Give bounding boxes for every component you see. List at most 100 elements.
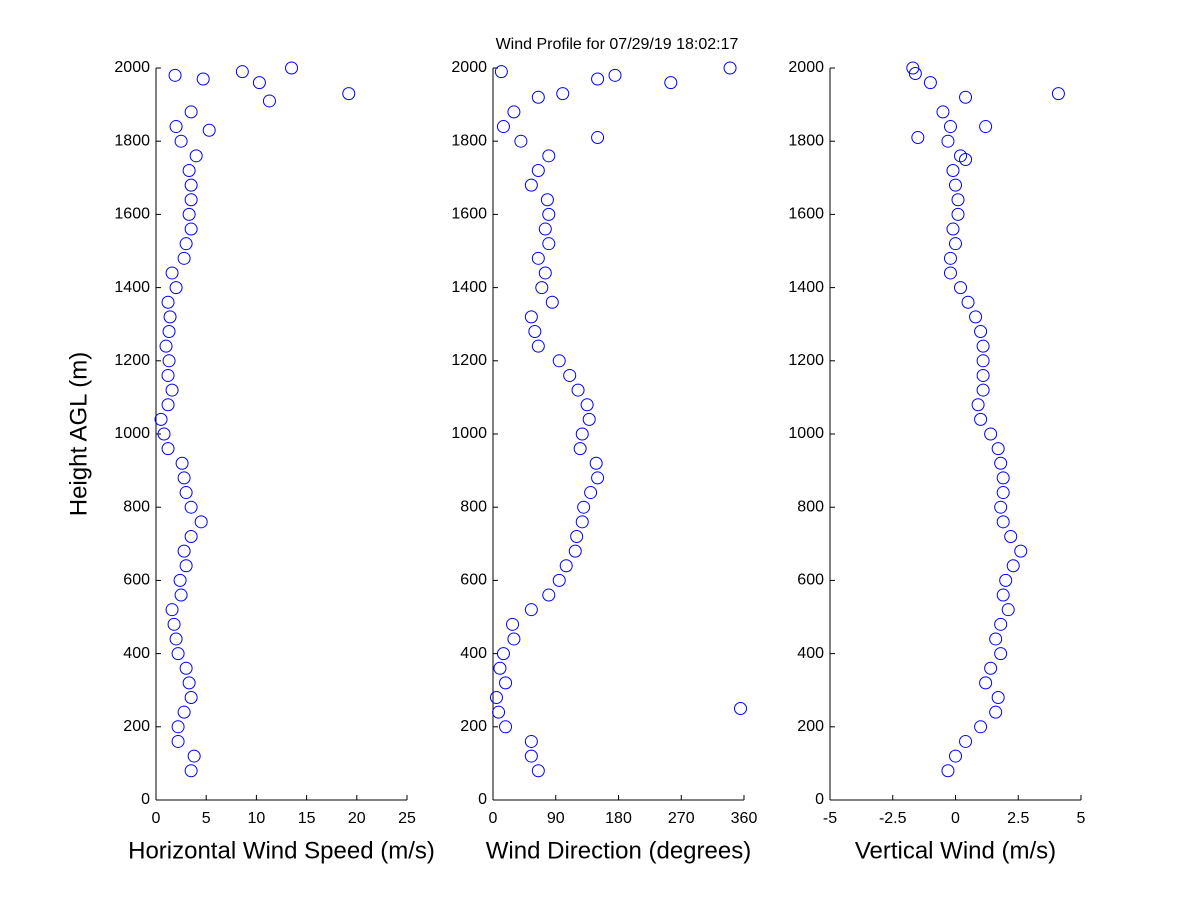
chart-title: Wind Profile for 07/29/19 18:02:17 — [496, 36, 739, 53]
point — [184, 105, 198, 119]
point — [531, 764, 545, 778]
point — [196, 72, 210, 86]
point — [171, 720, 185, 734]
point — [524, 178, 538, 192]
point — [999, 573, 1013, 587]
point — [664, 76, 678, 90]
point — [177, 471, 191, 485]
point — [979, 120, 993, 134]
x-tick-label: 90 — [547, 810, 565, 827]
point — [535, 281, 549, 295]
point — [570, 529, 584, 543]
point — [552, 573, 566, 587]
point — [157, 427, 171, 441]
point — [943, 120, 957, 134]
point — [524, 603, 538, 617]
point — [969, 310, 983, 324]
point — [171, 734, 185, 748]
point — [542, 588, 556, 602]
point — [169, 120, 183, 134]
y-tick-label: 1000 — [451, 425, 487, 442]
point — [184, 222, 198, 236]
point — [184, 193, 198, 207]
x-tick-label: 25 — [398, 810, 416, 827]
point — [531, 251, 545, 265]
y-tick-label: 2000 — [451, 59, 487, 76]
point — [177, 544, 191, 558]
point — [976, 368, 990, 382]
point — [524, 310, 538, 324]
point — [976, 354, 990, 368]
point — [908, 66, 922, 80]
y-tick-label: 1400 — [114, 279, 150, 296]
point — [187, 749, 201, 763]
y-tick-label: 400 — [123, 645, 150, 662]
point — [179, 237, 193, 251]
point — [552, 354, 566, 368]
point — [1004, 529, 1018, 543]
y-tick-label: 0 — [478, 791, 487, 808]
point — [285, 61, 299, 75]
x-axis-label: Horizontal Wind Speed (m/s) — [128, 837, 435, 864]
point — [996, 588, 1010, 602]
point — [235, 65, 249, 79]
point — [179, 661, 193, 675]
point — [252, 76, 266, 90]
y-tick-label: 1800 — [451, 132, 487, 149]
point — [202, 123, 216, 137]
y-tick-label: 1800 — [114, 132, 150, 149]
point — [538, 266, 552, 280]
point — [159, 339, 173, 353]
point — [542, 207, 556, 221]
point — [971, 398, 985, 412]
y-tick-label: 1600 — [114, 206, 150, 223]
point — [994, 647, 1008, 661]
point — [169, 632, 183, 646]
x-axis-label: Wind Direction (degrees) — [486, 837, 751, 864]
point — [954, 281, 968, 295]
y-tick-label: 1400 — [788, 279, 824, 296]
point — [974, 720, 988, 734]
point — [949, 749, 962, 763]
point — [906, 61, 920, 75]
point — [542, 149, 556, 163]
y-tick-label: 400 — [797, 645, 824, 662]
x-axis-label: Vertical Wind (m/s) — [855, 837, 1056, 864]
point — [961, 295, 975, 309]
y-tick-label: 1800 — [788, 132, 824, 149]
x-tick-label: 15 — [298, 810, 316, 827]
y-tick-label: 1000 — [114, 425, 150, 442]
point — [173, 573, 187, 587]
point — [577, 500, 591, 514]
point — [182, 207, 196, 221]
point — [492, 705, 506, 719]
point — [951, 193, 965, 207]
y-tick-label: 1400 — [451, 279, 487, 296]
y-tick-label: 200 — [460, 718, 487, 735]
point — [996, 486, 1010, 500]
point — [528, 325, 542, 339]
y-tick-label: 0 — [141, 791, 150, 808]
point — [171, 647, 185, 661]
y-tick-label: 600 — [123, 572, 150, 589]
point — [506, 617, 520, 631]
point — [174, 134, 188, 148]
point — [994, 500, 1008, 514]
point — [174, 588, 188, 602]
point — [571, 383, 585, 397]
x-tick-label: -5 — [823, 810, 837, 827]
point — [162, 325, 176, 339]
point — [184, 500, 198, 514]
point — [499, 720, 513, 734]
point — [161, 442, 175, 456]
point — [941, 764, 955, 778]
point — [175, 456, 189, 470]
point — [1014, 544, 1028, 558]
point — [184, 691, 198, 705]
point — [949, 178, 962, 192]
point — [161, 398, 175, 412]
point — [568, 544, 582, 558]
point — [949, 237, 962, 251]
point — [165, 603, 179, 617]
point — [582, 412, 596, 426]
